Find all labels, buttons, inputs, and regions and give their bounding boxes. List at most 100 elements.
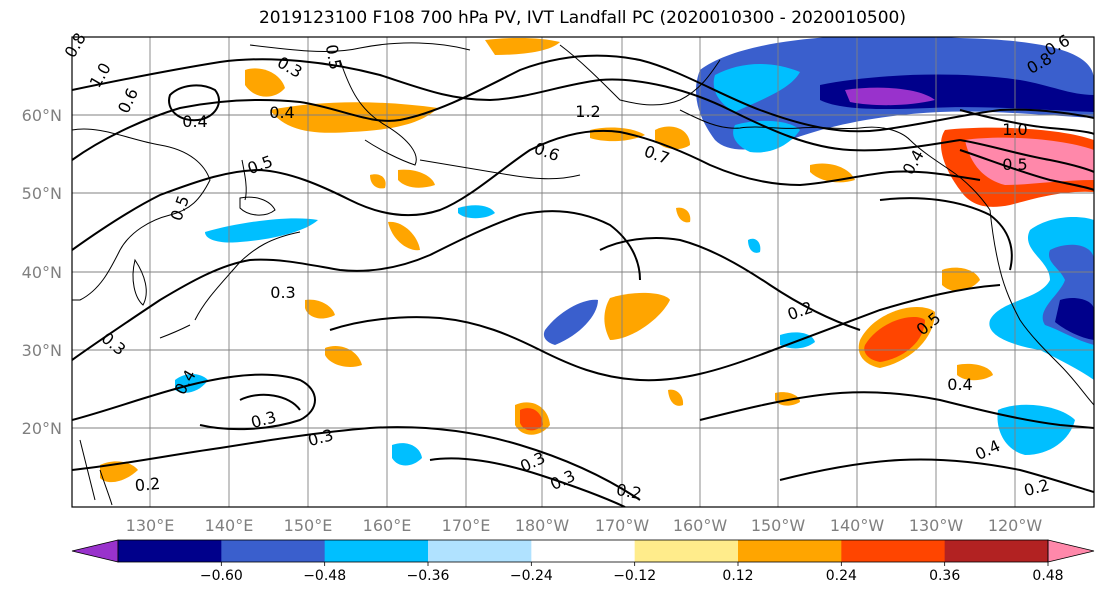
longitude-tick-label: 180°W (515, 516, 570, 535)
latitude-tick-label: 40°N (22, 263, 62, 282)
longitude-tick-label: 160°W (673, 516, 728, 535)
figure-title: 2019123100 F108 700 hPa PV, IVT Landfall… (258, 8, 906, 28)
colorbar-outline (117, 539, 1049, 563)
colorbar-tick-label: −0.12 (613, 568, 656, 584)
latitude-tick-label: 20°N (22, 419, 62, 438)
positive-anomaly-sw (100, 461, 138, 483)
colorbar-segment (634, 540, 739, 562)
latitude-labels: 20°N 30°N 40°N 50°N 60°N (22, 106, 62, 438)
coast-kamchatka (339, 59, 417, 166)
contour-value-label: 0.5 (1002, 155, 1027, 174)
colorbar-tick-label: −0.60 (200, 568, 243, 584)
positive-anomaly-mid2 (370, 174, 386, 189)
negative-anomaly-south (392, 443, 422, 466)
colorbar-extend-high (1047, 539, 1095, 563)
longitude-tick-label: 170°W (595, 516, 650, 535)
latitude-tick-label: 50°N (22, 184, 62, 203)
latitude-tick-label: 30°N (22, 341, 62, 360)
coast-korea (132, 258, 147, 306)
colorbar-segment (221, 540, 326, 562)
positive-anomaly-east2 (942, 267, 980, 292)
coast-aleutians (419, 159, 581, 180)
positive-anomaly-gulf (655, 126, 690, 150)
positive-anomaly-w2 (325, 345, 362, 367)
contour-value-label: 0.2 (134, 474, 161, 495)
positive-anomaly-aleutian-w (485, 37, 560, 55)
positive-anomaly-kamchatka (270, 102, 438, 133)
positive-anomaly-date (676, 207, 691, 223)
contour-value-label: 0.5 (245, 152, 275, 179)
longitude-tick-label: 140°E (205, 516, 254, 535)
positive-anomaly-subtrop-core (864, 317, 925, 362)
negative-anomaly-east4 (997, 404, 1075, 455)
longitude-labels: 130°E 140°E 150°E 160°E 170°E 180°W 170°W 160°W… (126, 516, 1043, 535)
longitude-tick-label: 130°W (909, 516, 964, 535)
contour-value-label: 0.4 (182, 112, 207, 131)
colorbar-tick-label: −0.48 (303, 568, 346, 584)
contour-value-label: 1.2 (575, 102, 600, 121)
contour-value-label: 0.3 (274, 53, 306, 82)
coastlines (72, 42, 1094, 506)
coast-philippines (79, 439, 113, 506)
positive-anomaly-okhotsk (245, 68, 285, 97)
colorbar-segment (531, 540, 636, 562)
contour-value-label: 0.6 (114, 85, 142, 116)
negative-anomaly-westcoast-dark (1055, 298, 1094, 340)
longitude-tick-label: 150°E (284, 516, 333, 535)
positive-anomaly-bering (590, 127, 645, 142)
coast-asia (72, 128, 211, 301)
colorbar-tick-label: 0.48 (1032, 568, 1063, 584)
latitude-tick-label: 60°N (22, 106, 62, 125)
positive-anomaly-bc-core (965, 137, 1094, 185)
colorbar-segment (324, 540, 429, 562)
negative-anomaly-mid1 (458, 205, 495, 219)
colorbar-segment (841, 540, 946, 562)
contour-value-label: 0.8 (61, 29, 90, 61)
coast-hokkaido (239, 196, 276, 216)
contour-value-label: 0.5 (167, 193, 194, 223)
colorbar-tick-label: −0.24 (510, 568, 553, 584)
coast-usa (989, 209, 1094, 406)
negative-anomaly-ne-purple (845, 87, 935, 106)
positive-anomaly-s3 (668, 389, 684, 406)
map-frame (71, 36, 1095, 508)
colorbar-tick-label: 0.12 (722, 568, 753, 584)
longitude-tick-label: 170°E (442, 516, 491, 535)
coast-sakhalin (241, 159, 247, 201)
colorbar-segment (944, 540, 1049, 562)
contour-value-label: 0.4 (947, 375, 972, 394)
positive-anomaly-south-core (520, 408, 543, 431)
negative-anomaly-w1 (175, 374, 208, 393)
contour-value-label: 0.4 (269, 103, 294, 122)
contour-value-label: 0.3 (547, 466, 578, 494)
contour-value-label: 1.0 (1002, 120, 1027, 139)
contour-value-label: 0.3 (98, 328, 130, 359)
positive-anomaly-east4 (957, 363, 993, 381)
longitude-tick-label: 130°E (126, 516, 175, 535)
colorbar-tick-label: −0.36 (407, 568, 450, 584)
colorbar: −0.60 −0.48 −0.36 −0.24 −0.12 0.12 0.24 0.36 0.4… (71, 539, 1095, 584)
contour-value-label: 0.3 (270, 283, 295, 302)
contour-value-label: 0.6 (532, 139, 562, 166)
colorbar-tick-label: 0.24 (826, 568, 857, 584)
colorbar-segment (118, 540, 222, 562)
colorbar-segment (428, 540, 532, 562)
positive-anomaly-east1 (810, 163, 855, 183)
coast-siberia (249, 42, 471, 52)
negative-anomaly-ne-small (748, 238, 761, 253)
longitude-tick-label: 140°W (830, 516, 885, 535)
positive-anomaly-mid1 (398, 169, 435, 188)
contour-value-label: 0.4 (171, 366, 200, 398)
contour-value-label: 0.2 (1022, 475, 1052, 500)
contour-value-label: 0.2 (785, 298, 815, 325)
longitude-tick-label: 150°W (751, 516, 806, 535)
positive-anomaly-mid3 (388, 221, 420, 251)
colorbar-extend-low (71, 539, 119, 563)
colorbar-tick-label: 0.36 (929, 568, 960, 584)
colorbar-segment (738, 540, 842, 562)
positive-anomaly-w1 (305, 299, 335, 319)
negative-anomaly-japan (205, 218, 318, 243)
contour-value-label: 0.3 (306, 425, 336, 450)
longitude-tick-label: 120°W (988, 516, 1043, 535)
